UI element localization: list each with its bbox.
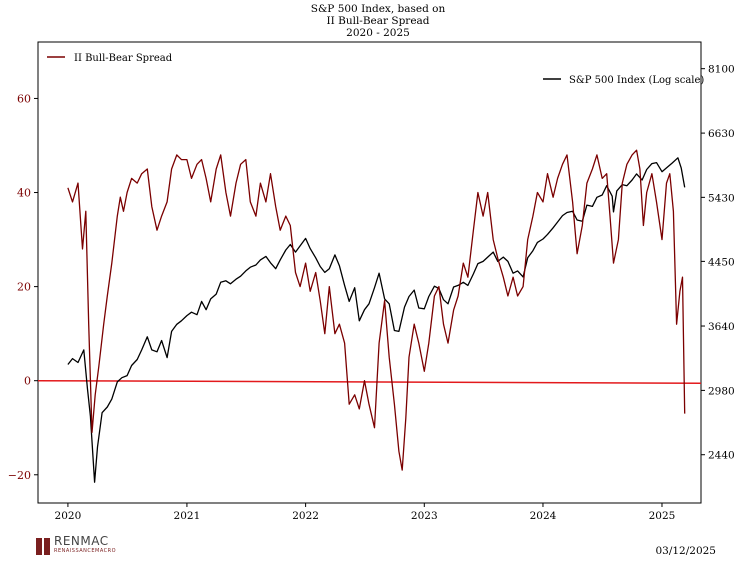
renmac-logo: RENMAC RENAISSANCEMACRO: [36, 534, 117, 556]
x-tick-label: 2023: [411, 510, 438, 522]
y-left-tick-label: 0: [24, 375, 31, 388]
renmac-logo-icon: [36, 537, 50, 555]
logo-name: RENMAC: [54, 534, 109, 548]
x-tick-label: 2025: [649, 510, 676, 522]
y-right-tick-label: 5430: [708, 192, 735, 204]
chart-title-line-2: II Bull-Bear Spread: [326, 15, 430, 27]
x-tick-label: 2022: [292, 510, 319, 522]
chart-title-line-3: 2020 - 2025: [346, 27, 410, 39]
zero-reference-line: [37, 379, 702, 384]
y-right-tick-label: 8100: [708, 64, 735, 76]
x-tick-label: 2021: [174, 510, 201, 522]
y-right-tick-label: 3640: [708, 321, 735, 333]
x-tick-label: 2024: [530, 510, 557, 522]
logo-subtitle: RENAISSANCEMACRO: [54, 548, 117, 554]
legend-spread-label: II Bull-Bear Spread: [74, 53, 173, 64]
y-left-tick-label: 20: [17, 281, 31, 294]
sp500-series-line: [67, 157, 686, 483]
y-right-tick-label: 4450: [708, 256, 735, 268]
bull-bear-spread-series-line: [67, 149, 686, 471]
plot-frame: [37, 41, 702, 504]
legend-sp500-label: S&P 500 Index (Log scale): [569, 75, 704, 86]
y-left-tick-label: −20: [8, 469, 31, 482]
y-right-tick-label: 2440: [708, 450, 735, 462]
y-right-tick-label: 2980: [708, 385, 735, 397]
y-left-tick-label: 60: [17, 92, 31, 105]
chart-title-line-1: S&P 500 Index, based on: [310, 3, 446, 15]
y-left-tick-label: 40: [17, 187, 31, 200]
y-right-tick-label: 6630: [708, 128, 735, 140]
x-tick-label: 2020: [55, 510, 82, 522]
report-date: 03/12/2025: [655, 545, 716, 557]
